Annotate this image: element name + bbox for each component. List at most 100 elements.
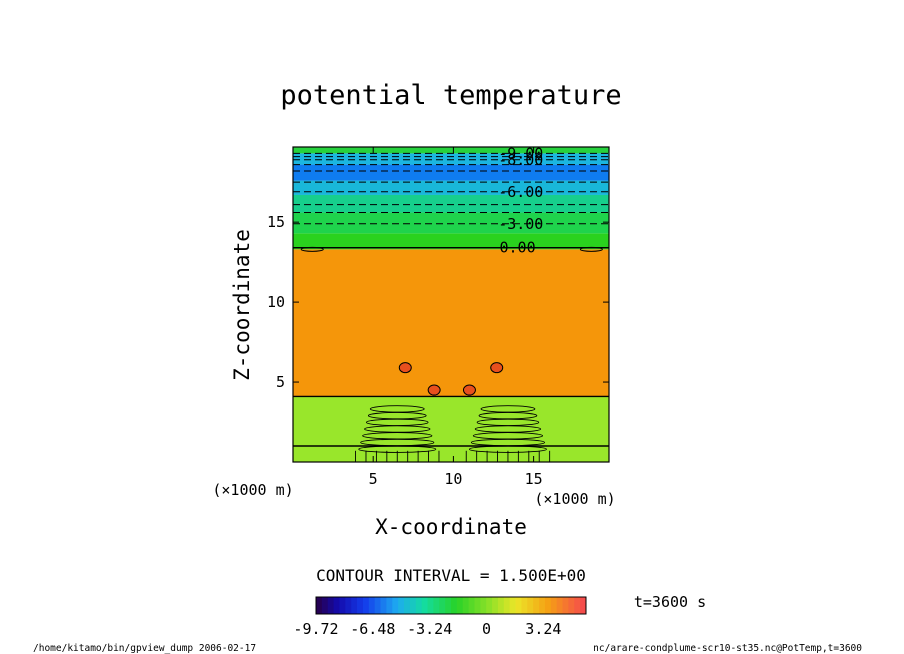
contour-layer <box>293 152 609 462</box>
band-6 <box>293 164 609 181</box>
colorbar-cell-4 <box>339 597 346 614</box>
band-7 <box>293 153 609 165</box>
contour-label-0: -9.00 <box>498 144 543 162</box>
band-1 <box>293 249 609 397</box>
colorbar-cell-30 <box>492 597 499 614</box>
colorbar-cell-16 <box>409 597 417 614</box>
colorbar-cell-41 <box>556 597 563 614</box>
band-8 <box>293 147 609 154</box>
colorbar-tick-label-3: 0 <box>482 620 491 638</box>
colorbar-cell-5 <box>345 597 352 614</box>
x-axis-unit: (×1000 m) <box>534 490 615 508</box>
colorbar-cell-38 <box>539 597 546 614</box>
plume-contour-1-6 <box>480 405 536 413</box>
colorbar-cell-25 <box>462 597 470 614</box>
band-2 <box>293 233 609 250</box>
warm-spot-0 <box>427 384 441 396</box>
colorbar-cell-17 <box>415 597 423 614</box>
colorbar-cell-8 <box>362 597 370 614</box>
colorbar-tick-label-1: -6.48 <box>350 620 395 638</box>
y-tick-label-0: 5 <box>276 373 285 391</box>
colorbar-cell-44 <box>574 597 581 614</box>
colorbar-cell-11 <box>380 597 387 614</box>
colorbar-cell-43 <box>568 597 575 614</box>
contour-label-3: -3.00 <box>498 215 543 233</box>
time-label: t=3600 s <box>634 593 706 611</box>
x-axis: 5 10 15 <box>369 147 543 488</box>
colorbar-cell-18 <box>421 597 428 614</box>
x-tick-label-0: 5 <box>369 470 378 488</box>
plume-contour-0-6 <box>369 405 425 413</box>
colorbar-cell-29 <box>486 597 493 614</box>
colorbar-cell-23 <box>451 597 458 614</box>
y-tick-label-2: 15 <box>267 213 285 231</box>
x-tick-label-1: 10 <box>444 470 462 488</box>
colorbar-cell-28 <box>480 597 487 614</box>
colorbar <box>316 597 587 614</box>
warm-spot-3 <box>490 362 504 374</box>
warm-spot-layer <box>398 362 504 396</box>
y-axis-label: Z-coordinate <box>230 229 254 381</box>
colorbar-frame <box>315 596 587 615</box>
plot-frame <box>292 146 610 463</box>
contour-interval-text: CONTOUR INTERVAL = 1.500E+00 <box>316 566 586 585</box>
edge-contour-0 <box>300 246 324 252</box>
colorbar-cell-15 <box>404 597 411 614</box>
colorbar-tick-labels: -9.72 -6.48 -3.24 0 3.24 <box>293 620 561 638</box>
colorbar-cell-6 <box>351 597 358 614</box>
colorbar-cell-26 <box>468 597 475 614</box>
colorbar-cell-27 <box>474 597 481 614</box>
colorbar-cell-33 <box>509 597 516 614</box>
contour-label-1: -8.00 <box>498 151 543 169</box>
colorbar-cell-24 <box>456 597 464 614</box>
colorbar-cell-3 <box>333 597 340 614</box>
plot-area <box>293 147 609 462</box>
band-4 <box>293 194 609 213</box>
footer-right: nc/arare-condplume-scr10-st35.nc@PotTemp… <box>593 643 862 654</box>
y-tick-label-1: 10 <box>267 293 285 311</box>
colorbar-cell-1 <box>321 597 329 614</box>
colorbar-cell-7 <box>357 597 364 614</box>
colorbar-cell-39 <box>544 597 552 614</box>
colorbar-cell-35 <box>521 597 528 614</box>
colorbar-cell-9 <box>368 597 376 614</box>
footer-left: /home/kitamo/bin/gpview_dump 2006-02-17 <box>33 643 256 654</box>
colorbar-cell-10 <box>374 597 381 614</box>
colorbar-tick-label-2: -3.24 <box>407 620 452 638</box>
band-0 <box>293 396 609 462</box>
colorbar-cell-45 <box>580 597 587 614</box>
colorbar-cell-13 <box>392 597 399 614</box>
x-axis-label: X-coordinate <box>375 515 527 539</box>
warm-spot-1 <box>462 384 476 396</box>
warm-spot-2 <box>398 362 412 374</box>
colorbar-cell-37 <box>533 597 540 614</box>
y-axis-unit: (×1000 m) <box>212 481 293 499</box>
colorbar-cell-34 <box>515 597 522 614</box>
colorbar-cell-14 <box>398 597 405 614</box>
chart-title: potential temperature <box>280 80 621 111</box>
colorbar-cell-20 <box>433 597 440 614</box>
colorbar-tick-label-4: 3.24 <box>525 620 561 638</box>
band-3 <box>293 212 609 234</box>
contour-label-layer: -9.00-8.00 -6.00 -3.00 0.00 <box>498 144 543 257</box>
colorbar-cell-22 <box>445 597 452 614</box>
colorbar-cell-2 <box>327 597 335 614</box>
colorbar-tick-label-0: -9.72 <box>293 620 338 638</box>
colorbar-cell-19 <box>427 597 434 614</box>
colorbar-cell-12 <box>386 597 393 614</box>
colorbar-cell-42 <box>562 597 569 614</box>
x-tick-label-2: 15 <box>525 470 543 488</box>
edge-contour-1 <box>579 246 603 252</box>
contour-label-2: -6.00 <box>498 183 543 201</box>
band-layer <box>293 147 609 462</box>
band-5 <box>293 180 609 195</box>
colorbar-cell-40 <box>550 597 558 614</box>
contour-label-4: 0.00 <box>500 239 536 257</box>
colorbar-cell-31 <box>497 597 505 614</box>
y-axis: 5 10 15 <box>267 213 609 391</box>
colorbar-cell-0 <box>316 597 323 614</box>
colorbar-cell-21 <box>439 597 446 614</box>
colorbar-cell-32 <box>503 597 511 614</box>
colorbar-cell-36 <box>527 597 534 614</box>
